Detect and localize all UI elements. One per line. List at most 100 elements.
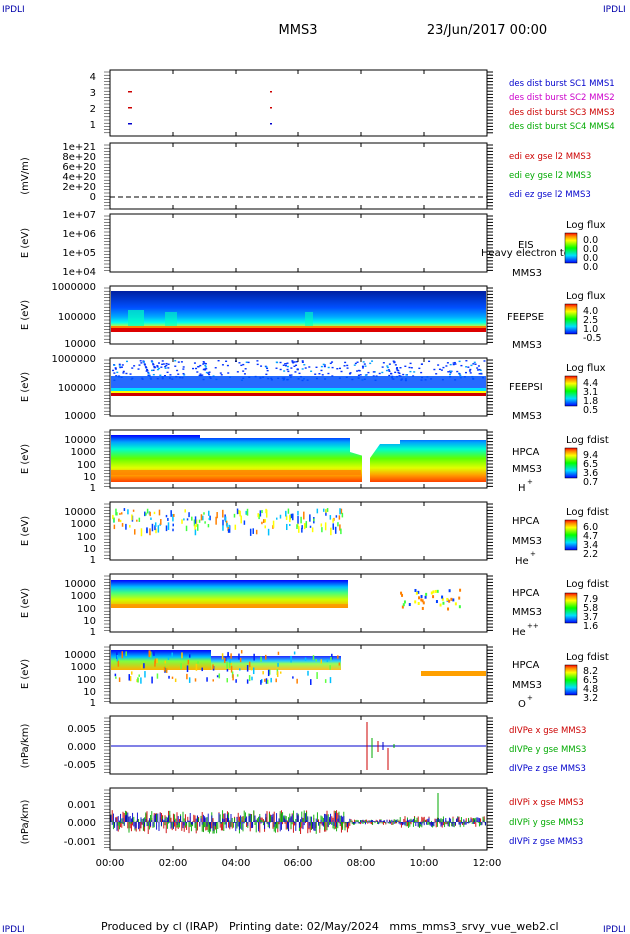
- speckle: [291, 360, 294, 362]
- speckle: [310, 370, 313, 372]
- instrument-label: HPCA: [512, 660, 540, 671]
- legend-entry: des dist burst SC1 MMS1: [509, 79, 615, 89]
- speckle: [204, 364, 207, 367]
- speckle: [194, 524, 196, 530]
- ytick-label: 3: [90, 88, 96, 99]
- speckle: [348, 373, 351, 375]
- speckle: [261, 509, 263, 514]
- speckle: [157, 525, 160, 533]
- speckle: [440, 369, 443, 371]
- speckle: [194, 516, 197, 524]
- speckle: [336, 368, 339, 370]
- speckle: [232, 674, 234, 681]
- y-axis-label: E (eV): [20, 588, 31, 618]
- speckle: [339, 508, 341, 515]
- speckle: [202, 363, 205, 365]
- speckle: [344, 361, 347, 364]
- speckle: [230, 653, 232, 659]
- speckle: [167, 517, 169, 521]
- speckle: [167, 656, 170, 660]
- speckle: [172, 523, 174, 527]
- colorbar-tick: 4.7: [583, 531, 598, 542]
- panel-edi: 0 2e+20 4e+20 6e+20 8e+20 1e+21 (mV/m) e…: [20, 142, 591, 210]
- speckle: [324, 679, 327, 683]
- speckle: [168, 675, 170, 679]
- speckle: [265, 373, 268, 376]
- ytick-label: 1: [90, 627, 96, 638]
- speckle: [186, 665, 189, 673]
- speckle: [293, 651, 296, 655]
- speckle: [187, 659, 190, 665]
- instrument-label: HPCA: [512, 516, 540, 527]
- speckle: [134, 529, 136, 535]
- speckle: [163, 375, 166, 377]
- speckle: [403, 600, 406, 604]
- speckle: [396, 369, 399, 371]
- speckle: [469, 368, 472, 371]
- speckle: [442, 601, 445, 605]
- speckle: [414, 588, 417, 592]
- speckle: [272, 520, 275, 528]
- speckle: [238, 362, 241, 364]
- speckle: [312, 655, 315, 661]
- speckle: [248, 675, 251, 682]
- speckle: [447, 371, 450, 373]
- speckle: [144, 364, 147, 366]
- speckle: [382, 362, 385, 364]
- speckle: [140, 677, 142, 684]
- speckle: [131, 671, 133, 675]
- species-label: O: [518, 699, 526, 710]
- speckle: [228, 525, 231, 533]
- speckle: [140, 362, 143, 364]
- speckle: [222, 519, 224, 526]
- colorbar-title: Log flux: [566, 291, 606, 302]
- ytick-label: 100000: [58, 312, 96, 323]
- speckle: [322, 508, 325, 512]
- speckle: [266, 367, 269, 370]
- speckle: [212, 664, 214, 669]
- speckle: [113, 372, 116, 374]
- speckle: [290, 513, 293, 519]
- speckle: [236, 508, 239, 515]
- y-axis-label: (nPa/km): [20, 724, 31, 769]
- colorbar-tick: 1.0: [583, 324, 598, 335]
- spectrogram-fringe: [111, 604, 348, 608]
- speckle: [167, 522, 170, 530]
- speckle: [381, 366, 384, 368]
- speckle: [303, 523, 306, 530]
- legend-entry: des dist burst SC2 MMS2: [509, 93, 615, 103]
- speckle: [243, 373, 246, 375]
- speckle: [172, 528, 174, 532]
- spectrogram-band: [111, 376, 486, 390]
- speckle: [252, 667, 255, 675]
- speckle: [386, 366, 389, 369]
- spectrogram-patch: [305, 312, 313, 326]
- speckle: [146, 508, 149, 514]
- speckle: [216, 675, 219, 678]
- speckle: [222, 525, 224, 531]
- speckle: [194, 678, 197, 682]
- speckle: [290, 655, 292, 663]
- speckle: [257, 513, 259, 518]
- ytick-label: 1e+05: [62, 248, 96, 259]
- ytick-label: 10000: [64, 435, 96, 446]
- speckle: [477, 365, 480, 367]
- speckle: [402, 373, 405, 376]
- speckle: [446, 362, 449, 364]
- speckle: [117, 660, 120, 667]
- speckle: [364, 365, 367, 367]
- speckle: [371, 360, 374, 362]
- speckle: [152, 363, 155, 365]
- speckle: [267, 528, 270, 536]
- speckle: [122, 370, 125, 373]
- speckle: [335, 515, 338, 518]
- speckle: [435, 600, 438, 604]
- speckle: [286, 362, 289, 364]
- spacecraft-label: MMS3: [512, 268, 542, 279]
- speckle: [329, 362, 332, 365]
- speckle: [165, 364, 168, 367]
- speckle: [276, 517, 278, 520]
- speckle: [143, 363, 146, 365]
- speckle: [252, 528, 255, 534]
- speckle: [424, 595, 427, 599]
